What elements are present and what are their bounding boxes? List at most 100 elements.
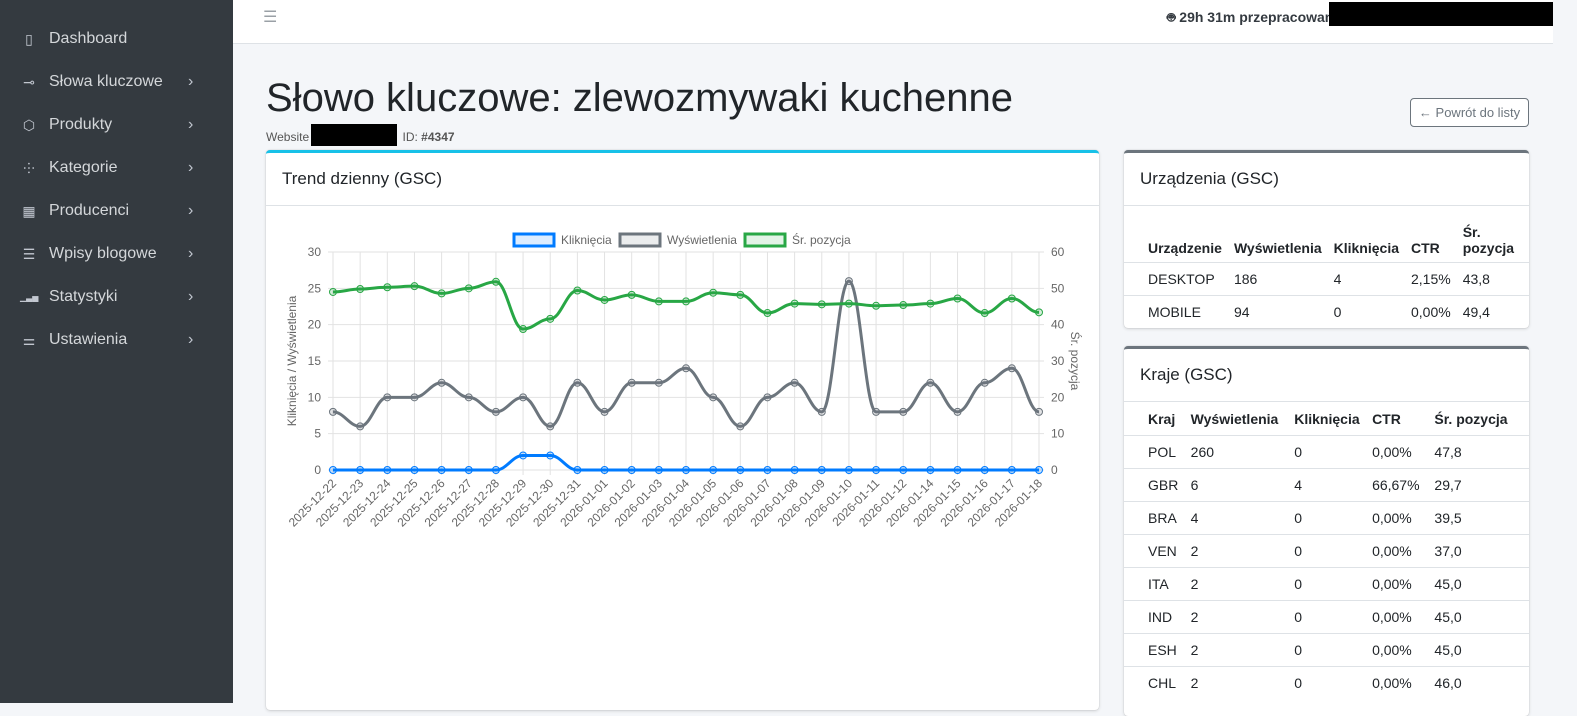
table-cell: CHL [1124,665,1185,699]
table-cell: 43,8 [1456,261,1529,295]
page-title: Słowo kluczowe: zlewozmywaki kuchenne [266,76,1013,120]
sidebar-item-wpisy-blogowe[interactable]: ☰ Wpisy blogowe › [0,233,233,275]
data-point [709,466,718,474]
data-point [899,407,908,416]
countries-card-title: Kraje (GSC) [1124,349,1529,402]
sidebar-item-dashboard[interactable]: ▯ Dashboard [0,18,233,60]
sliders-icon: ⚌ [22,331,36,348]
column-header: Wyświetlenia [1233,239,1322,256]
table-cell: 45,0 [1428,632,1529,666]
table-cell: 0 [1288,665,1367,699]
data-point [926,378,935,387]
sidebar-item-label: Produkty [49,116,113,133]
column-header: Kliknięcia [1294,410,1360,427]
table-cell: 0,00% [1405,294,1457,328]
table-cell: 0,00% [1366,632,1429,666]
column-header: Kraj [1148,410,1176,427]
y2-tick-label: 20 [1051,390,1065,404]
table-cell: 0 [1288,434,1367,468]
column-header: CTR [1372,410,1401,427]
table-cell: 260 [1184,434,1289,468]
data-point [627,290,636,299]
data-point [736,466,745,474]
data-point [817,466,826,474]
data-point [682,297,690,306]
bar-chart-icon: ▁▃▅ [20,292,39,302]
redacted-user [1329,2,1553,26]
data-point [491,407,500,416]
data-point [844,299,853,308]
box-icon: ⬡ [22,116,36,133]
data-point [329,287,337,296]
data-point [519,451,528,460]
legend-swatch [743,232,787,248]
data-point [763,393,772,402]
data-point [980,378,989,387]
table-cell: MOBILE [1124,294,1228,328]
data-point [1035,466,1043,474]
data-point [953,407,962,416]
sidebar-item-label: Statystyki [49,288,118,305]
data-point [790,466,799,474]
devices-table: Urządzenie Wyświetlenia Kliknięcia CTR Śr. p… [1124,206,1529,328]
data-point [872,466,881,474]
sidebar-item-ustawienia[interactable]: ⚌ Ustawienia › [0,319,233,361]
column-header: Urządzenie [1148,239,1222,256]
data-point [844,466,853,474]
legend-swatch [512,232,556,248]
data-point [519,393,528,402]
y2-tick-label: 50 [1051,281,1065,295]
y2-axis-label: Śr. pozycja [1068,332,1083,391]
data-point [654,378,663,387]
menu-toggle-icon[interactable]: ☰ [263,9,278,26]
table-row: POL 260 0 0,00% 47,8 [1124,434,1529,468]
sidebar-item-statystyki[interactable]: ▁▃▅ Statystyki › [0,276,233,318]
data-point [763,466,772,474]
table-cell: 0 [1288,632,1367,666]
table-cell: VEN [1124,533,1185,567]
data-point [654,466,663,474]
y-tick-label: 30 [308,245,322,259]
table-cell: 66,67% [1366,467,1429,501]
robot-icon: 🤖︎ [1167,9,1176,25]
legend-swatch [618,232,662,248]
table-cell: 2 [1184,665,1289,699]
back-to-list-button[interactable]: ← Powrót do listy [1410,98,1529,127]
data-point [573,378,582,387]
sidebar: ▯ Dashboard ⊸ Słowa kluczowe › ⬡ Produkty › ⸭ Kat… [0,0,233,703]
table-cell: 4 [1327,261,1405,295]
column-header: Kliknięcia [1333,239,1399,256]
sidebar-item-producenci[interactable]: ▦ Producenci › [0,190,233,232]
trend-card: Trend dzienny (GSC) 0 0 5 10 10 20 15 30 20 40 25 5… [266,150,1099,710]
sidebar-item-słowa-kluczowe[interactable]: ⊸ Słowa kluczowe › [0,61,233,103]
chevron-right-icon: › [188,245,194,262]
chevron-right-icon: › [188,159,194,176]
table-cell: 0 [1288,533,1367,567]
table-cell: ESH [1124,632,1185,666]
data-point [573,286,582,295]
sidebar-item-produkty[interactable]: ⬡ Produkty › [0,104,233,146]
table-cell: 37,0 [1428,533,1529,567]
table-row: ITA 2 0 0,00% 45,0 [1124,566,1529,600]
data-point [573,466,582,474]
table-cell: 2 [1184,599,1289,633]
sidebar-item-kategorie[interactable]: ⸭ Kategorie › [0,147,233,189]
data-point [410,466,419,474]
data-point [817,407,826,416]
data-point [356,466,365,474]
table-cell: 46,0 [1428,665,1529,699]
chevron-right-icon: › [188,202,194,219]
column-header: Śr. pozycja [1462,223,1515,256]
sidebar-item-label: Wpisy blogowe [49,245,157,262]
data-point [546,422,555,431]
data-point [763,309,772,318]
chevron-right-icon: › [188,331,194,348]
series-line-1 [332,279,1040,428]
data-point [383,283,392,292]
data-point [899,301,908,310]
table-cell: 94 [1227,294,1328,328]
key-icon: ⊸ [23,73,35,90]
data-point [464,466,473,474]
table-cell: 45,0 [1428,566,1529,600]
